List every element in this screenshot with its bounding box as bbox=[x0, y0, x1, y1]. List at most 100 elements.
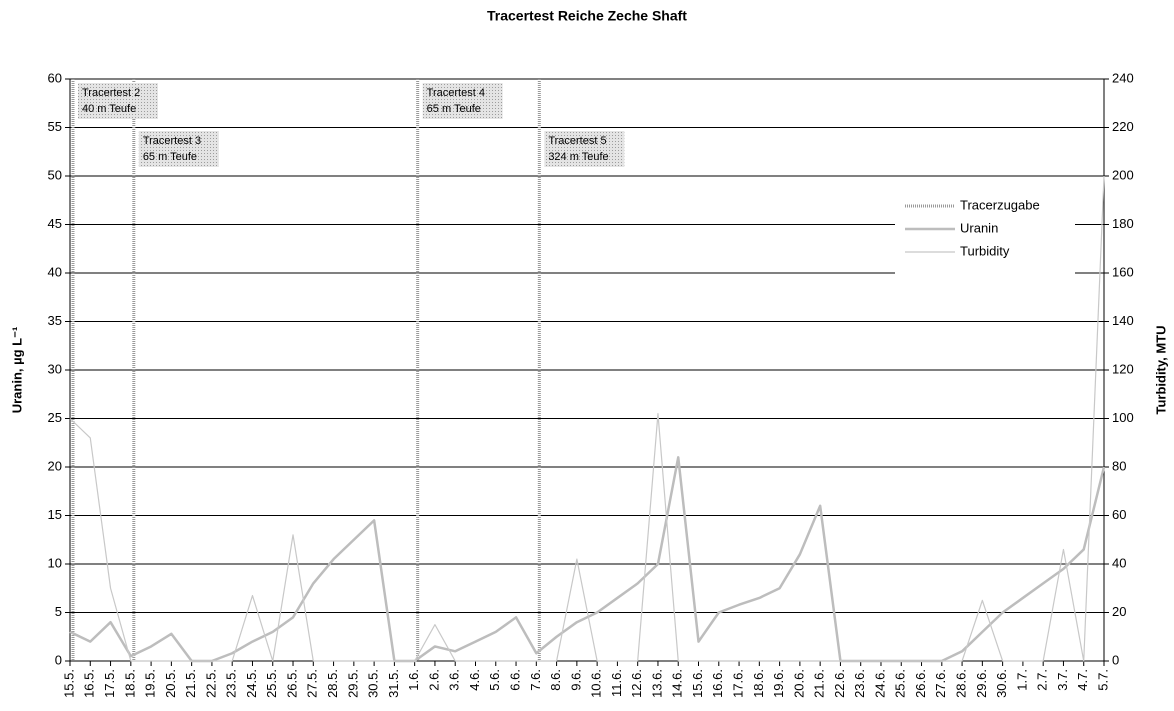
x-tick-label: 1.6. bbox=[406, 669, 421, 691]
annotation-text: Tracertest 4 bbox=[427, 87, 485, 99]
y-tick-label: 15 bbox=[48, 507, 62, 522]
y2-tick-label: 100 bbox=[1112, 410, 1134, 425]
x-tick-label: 23.6. bbox=[852, 669, 867, 698]
x-tick-label: 4.6. bbox=[467, 669, 482, 691]
x-tick-label: 5.7. bbox=[1095, 669, 1110, 691]
y-tick-label: 20 bbox=[48, 458, 62, 473]
x-tick-label: 29.5. bbox=[345, 669, 360, 698]
x-tick-label: 27.6. bbox=[933, 669, 948, 698]
annotation-box bbox=[78, 83, 158, 119]
annotation-box bbox=[544, 131, 625, 167]
y2-tick-label: 80 bbox=[1112, 458, 1126, 473]
x-tick-label: 2.6. bbox=[426, 669, 441, 691]
x-tick-label: 27.5. bbox=[305, 669, 320, 698]
annotation-text: Tracertest 5 bbox=[548, 135, 606, 147]
x-tick-label: 11.6. bbox=[609, 669, 624, 697]
x-tick-label: 14.6. bbox=[670, 669, 685, 698]
x-tick-label: 25.5. bbox=[264, 669, 279, 698]
y2-tick-label: 240 bbox=[1112, 70, 1134, 85]
x-tick-label: 29.6. bbox=[974, 669, 989, 698]
x-tick-label: 25.6. bbox=[893, 669, 908, 698]
y-tick-label: 25 bbox=[48, 410, 62, 425]
x-tick-label: 19.6. bbox=[771, 669, 786, 698]
chart-title: Tracertest Reiche Zeche Shaft bbox=[487, 8, 687, 24]
y-tick-label: 45 bbox=[48, 216, 62, 231]
y-axis-title: Uranin, µg L⁻¹ bbox=[9, 327, 24, 414]
x-tick-label: 18.6. bbox=[751, 669, 766, 698]
y2-tick-label: 120 bbox=[1112, 361, 1134, 376]
x-tick-label: 17.5. bbox=[102, 669, 117, 698]
legend-label: Tracerzugabe bbox=[960, 197, 1040, 212]
y2-tick-label: 180 bbox=[1112, 216, 1134, 231]
y-tick-label: 35 bbox=[48, 313, 62, 328]
series-line bbox=[69, 175, 1105, 662]
y-tick-label: 30 bbox=[48, 361, 62, 376]
y-tick-label: 40 bbox=[48, 264, 62, 279]
x-tick-label: 22.6. bbox=[832, 669, 847, 698]
x-tick-label: 18.5. bbox=[122, 669, 137, 698]
x-tick-label: 20.6. bbox=[791, 669, 806, 698]
x-tick-label: 26.5. bbox=[284, 669, 299, 698]
annotation-text: 65 m Teufe bbox=[427, 103, 481, 115]
y2-tick-label: 60 bbox=[1112, 507, 1126, 522]
y-tick-label: 50 bbox=[48, 167, 62, 182]
annotation-text: 40 m Teufe bbox=[82, 103, 136, 115]
annotation-text: 324 m Teufe bbox=[548, 151, 608, 163]
y2-tick-label: 220 bbox=[1112, 119, 1134, 134]
x-tick-label: 12.6. bbox=[629, 669, 644, 698]
x-tick-label: 3.6. bbox=[447, 669, 462, 691]
x-tick-label: 22.5. bbox=[203, 669, 218, 698]
x-tick-label: 24.5. bbox=[244, 669, 259, 698]
y2-tick-label: 0 bbox=[1112, 652, 1119, 667]
plot-frame bbox=[69, 78, 1105, 662]
x-tick-label: 9.6. bbox=[568, 669, 583, 691]
x-tick-label: 20.5. bbox=[163, 669, 178, 698]
x-tick-label: 21.5. bbox=[183, 669, 198, 698]
x-tick-label: 30.6. bbox=[994, 669, 1009, 698]
x-tick-label: 24.6. bbox=[872, 669, 887, 698]
y-tick-label: 0 bbox=[55, 652, 62, 667]
x-tick-label: 2.7. bbox=[1035, 669, 1050, 691]
y-tick-label: 55 bbox=[48, 119, 62, 134]
x-tick-label: 28.6. bbox=[954, 669, 969, 698]
series-line bbox=[69, 456, 1106, 663]
y2-tick-label: 40 bbox=[1112, 555, 1126, 570]
x-tick-label: 19.5. bbox=[143, 669, 158, 698]
y2-axis-title: Turbidity, MTU bbox=[1153, 325, 1168, 414]
x-tick-label: 15.6. bbox=[690, 669, 705, 698]
x-tick-label: 16.5. bbox=[82, 669, 97, 698]
x-tick-label: 30.5. bbox=[366, 669, 381, 698]
x-tick-label: 5.6. bbox=[487, 669, 502, 691]
x-tick-label: 1.7. bbox=[1014, 669, 1029, 691]
y-tick-label: 10 bbox=[48, 555, 62, 570]
x-tick-label: 4.7. bbox=[1075, 669, 1090, 691]
x-tick-label: 6.6. bbox=[507, 669, 522, 691]
x-tick-label: 23.5. bbox=[224, 669, 239, 698]
x-tick-label: 7.6. bbox=[528, 669, 543, 691]
annotation-box bbox=[422, 83, 503, 119]
y2-tick-label: 200 bbox=[1112, 167, 1134, 182]
legend-label: Uranin bbox=[960, 220, 998, 235]
x-tick-label: 26.6. bbox=[913, 669, 928, 698]
x-tick-label: 17.6. bbox=[730, 669, 745, 698]
y2-tick-label: 140 bbox=[1112, 313, 1134, 328]
annotation-text: Tracertest 3 bbox=[143, 135, 201, 147]
x-tick-label: 28.5. bbox=[325, 669, 340, 698]
y2-tick-label: 160 bbox=[1112, 264, 1134, 279]
x-tick-label: 31.5. bbox=[386, 669, 401, 698]
x-tick-label: 15.5. bbox=[61, 669, 76, 698]
y2-tick-label: 20 bbox=[1112, 604, 1126, 619]
legend-label: Turbidity bbox=[960, 243, 1010, 258]
x-tick-label: 16.6. bbox=[710, 669, 725, 698]
annotation-box bbox=[138, 131, 219, 167]
y-tick-label: 5 bbox=[55, 604, 62, 619]
y-tick-label: 60 bbox=[48, 70, 62, 85]
x-tick-label: 21.6. bbox=[812, 669, 827, 698]
annotation-text: Tracertest 2 bbox=[82, 87, 140, 99]
x-tick-label: 3.7. bbox=[1055, 669, 1070, 691]
x-tick-label: 13.6. bbox=[649, 669, 664, 698]
x-tick-label: 10.6. bbox=[589, 669, 604, 698]
annotation-text: 65 m Teufe bbox=[143, 151, 197, 163]
x-tick-label: 8.6. bbox=[548, 669, 563, 691]
